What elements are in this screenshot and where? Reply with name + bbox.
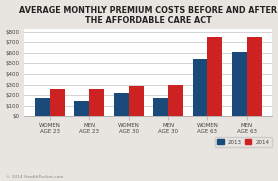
Bar: [193, 59, 207, 116]
Bar: [114, 94, 129, 116]
Title: AVERAGE MONTHLY PREMIUM COSTS BEFORE AND AFTER
THE AFFORDABLE CARE ACT: AVERAGE MONTHLY PREMIUM COSTS BEFORE AND…: [19, 6, 277, 25]
Text: © 2014 HealthPocket.com: © 2014 HealthPocket.com: [6, 175, 63, 179]
Bar: [129, 86, 144, 116]
Bar: [168, 85, 183, 116]
Legend: 2013, 2014: 2013, 2014: [215, 137, 272, 147]
Bar: [89, 89, 104, 116]
Bar: [232, 52, 247, 116]
Bar: [75, 101, 89, 116]
Bar: [50, 89, 65, 116]
Bar: [207, 37, 222, 116]
Bar: [35, 98, 50, 116]
Bar: [153, 98, 168, 116]
Bar: [247, 37, 262, 116]
